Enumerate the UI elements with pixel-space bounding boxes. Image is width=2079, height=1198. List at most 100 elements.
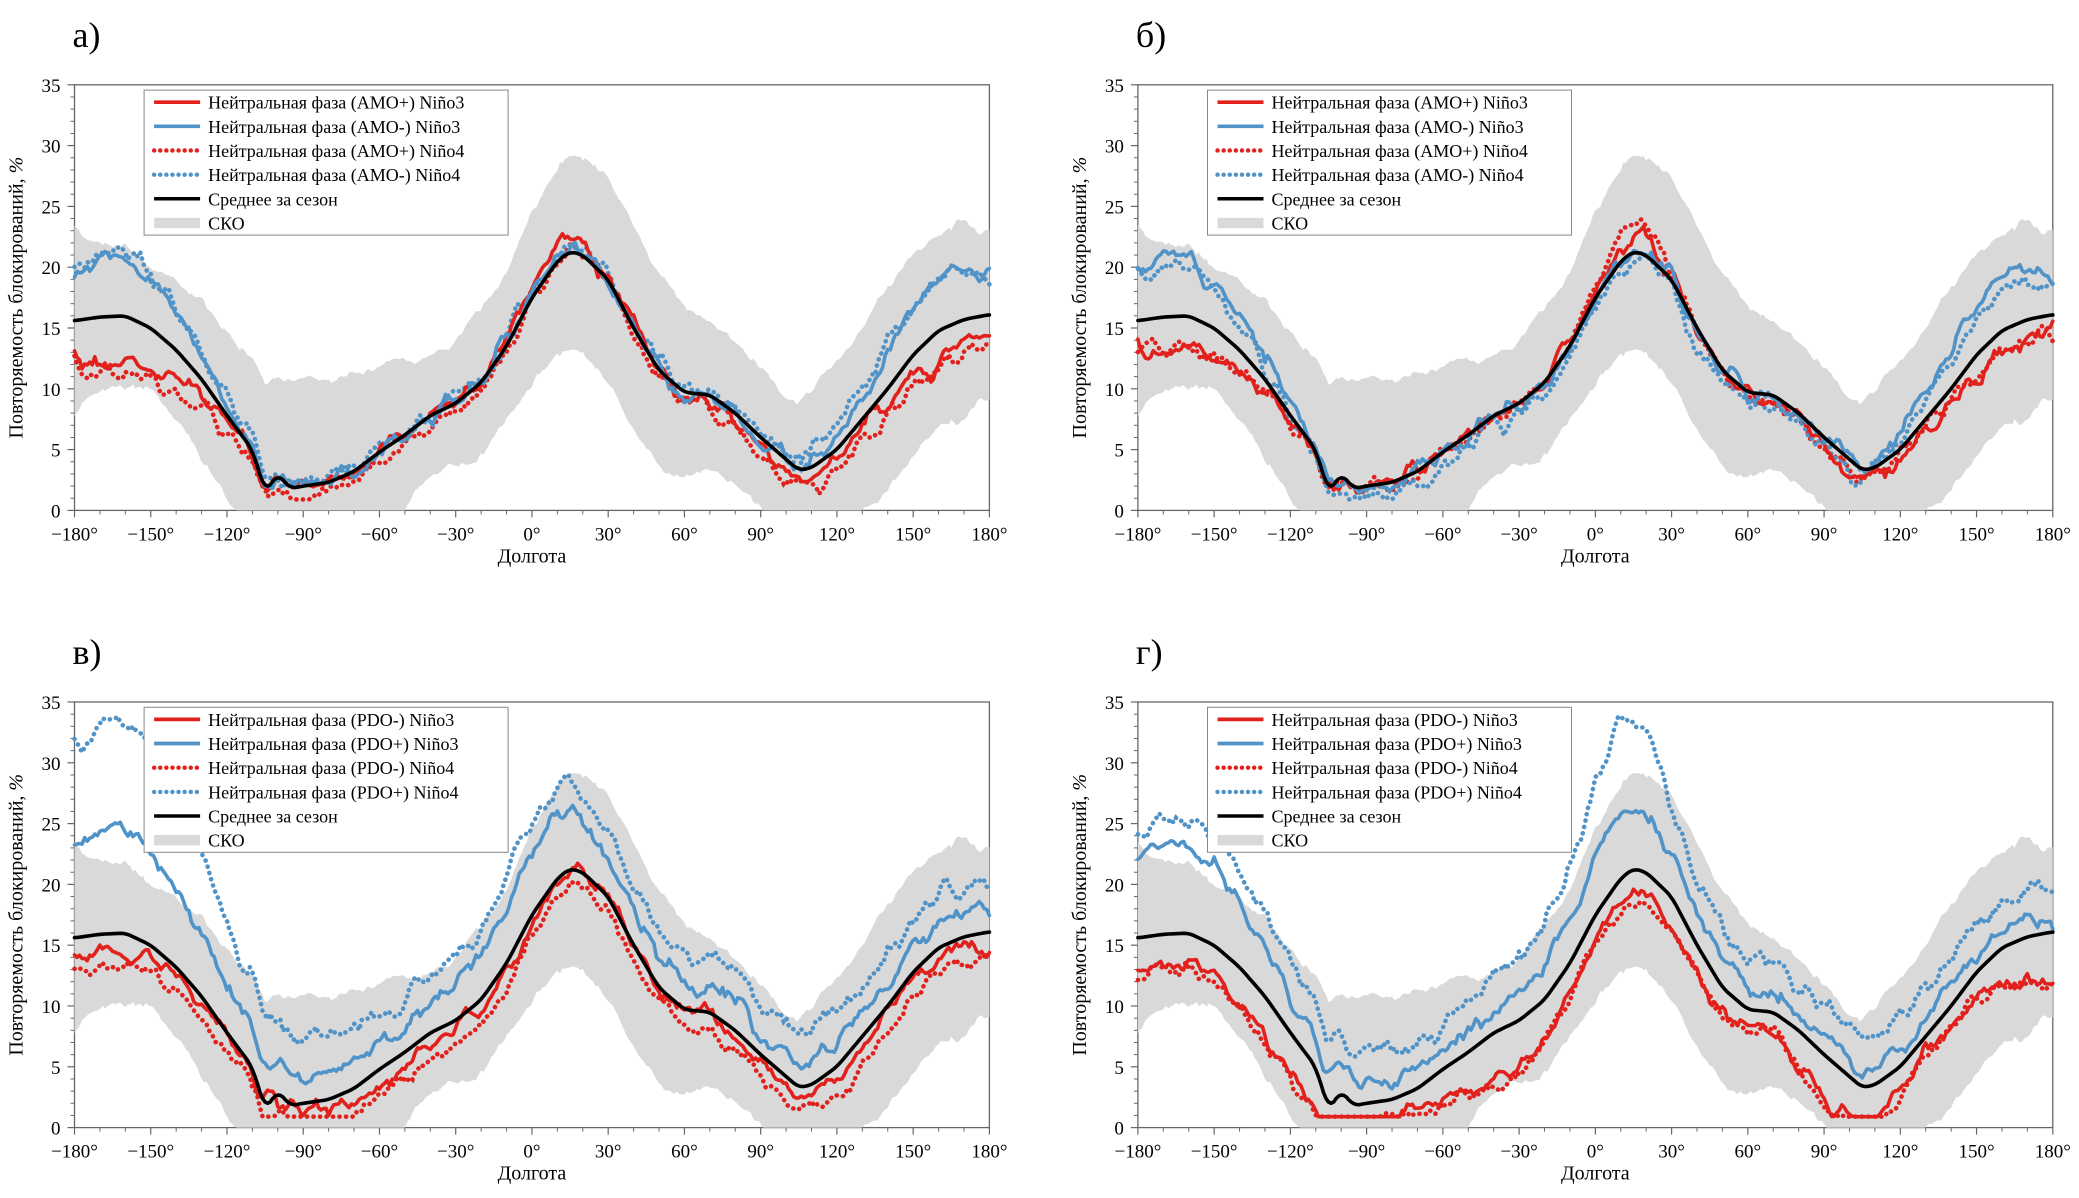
svg-text:б): б) <box>1136 15 1166 55</box>
svg-text:5: 5 <box>1114 1058 1124 1079</box>
svg-text:90°: 90° <box>747 524 774 545</box>
svg-text:5: 5 <box>51 1058 61 1079</box>
svg-text:30°: 30° <box>595 1142 622 1163</box>
svg-text:Долгота: Долгота <box>498 545 567 567</box>
svg-text:Нейтральная фаза (AMO-) Niño4: Нейтральная фаза (AMO-) Niño4 <box>1272 165 1524 186</box>
svg-text:0°: 0° <box>1587 1142 1604 1163</box>
svg-text:−180°: −180° <box>1114 524 1161 545</box>
svg-text:30: 30 <box>1105 754 1124 775</box>
svg-text:30°: 30° <box>595 524 622 545</box>
svg-text:−90°: −90° <box>1348 1142 1385 1163</box>
svg-text:−30°: −30° <box>437 1142 474 1163</box>
svg-text:−150°: −150° <box>1191 524 1238 545</box>
svg-text:−60°: −60° <box>361 1142 398 1163</box>
svg-text:Нейтральная фаза (AMO+) Niño4: Нейтральная фаза (AMO+) Niño4 <box>208 141 464 162</box>
svg-text:СКО: СКО <box>208 214 245 234</box>
svg-text:Нейтральная фаза (AMO+) Niño3: Нейтральная фаза (AMO+) Niño3 <box>208 93 464 114</box>
svg-text:Нейтральная фаза (PDO+) Niño3: Нейтральная фаза (PDO+) Niño3 <box>1272 734 1522 755</box>
svg-text:120°: 120° <box>1882 524 1918 545</box>
svg-text:20: 20 <box>42 258 61 279</box>
svg-text:Долгота: Долгота <box>498 1163 567 1185</box>
svg-text:Повторяемость блокирований, %: Повторяемость блокирований, % <box>1069 774 1091 1056</box>
svg-text:30°: 30° <box>1658 1142 1685 1163</box>
svg-text:Среднее за сезон: Среднее за сезон <box>208 807 338 827</box>
svg-text:Повторяемость блокирований, %: Повторяемость блокирований, % <box>6 774 28 1056</box>
svg-text:−90°: −90° <box>285 524 322 545</box>
svg-text:150°: 150° <box>895 524 931 545</box>
svg-text:СКО: СКО <box>1272 831 1309 851</box>
svg-text:35: 35 <box>42 693 61 714</box>
svg-text:Нейтральная фаза (AMO-) Niño4: Нейтральная фаза (AMO-) Niño4 <box>208 165 460 186</box>
svg-text:15: 15 <box>1105 936 1124 957</box>
svg-text:10: 10 <box>1105 380 1124 401</box>
svg-text:Нейтральная фаза (PDO-) Niño4: Нейтральная фаза (PDO-) Niño4 <box>208 758 454 779</box>
svg-text:Нейтральная фаза (AMO-) Niño3: Нейтральная фаза (AMO-) Niño3 <box>1272 117 1524 138</box>
svg-text:−180°: −180° <box>1114 1142 1161 1163</box>
svg-text:0: 0 <box>51 501 61 522</box>
svg-text:Нейтральная фаза (AMO+) Niño4: Нейтральная фаза (AMO+) Niño4 <box>1272 141 1528 162</box>
svg-text:Нейтральная фаза (PDO+) Niño4: Нейтральная фаза (PDO+) Niño4 <box>1272 782 1522 803</box>
svg-text:25: 25 <box>42 815 61 836</box>
svg-text:−180°: −180° <box>51 1142 98 1163</box>
svg-text:120°: 120° <box>819 1142 855 1163</box>
svg-text:15: 15 <box>42 936 61 957</box>
svg-text:180°: 180° <box>2035 1142 2071 1163</box>
svg-text:25: 25 <box>42 197 61 218</box>
svg-text:Повторяемость блокирований, %: Повторяемость блокирований, % <box>6 157 28 439</box>
svg-text:−60°: −60° <box>361 524 398 545</box>
svg-text:35: 35 <box>1105 76 1124 97</box>
svg-text:−120°: −120° <box>204 1142 251 1163</box>
svg-text:Нейтральная фаза (PDO+) Niño4: Нейтральная фаза (PDO+) Niño4 <box>208 782 458 803</box>
svg-text:0°: 0° <box>523 1142 540 1163</box>
svg-text:120°: 120° <box>1882 1142 1918 1163</box>
svg-text:60°: 60° <box>1735 1142 1762 1163</box>
svg-text:30: 30 <box>42 754 61 775</box>
svg-text:Среднее за сезон: Среднее за сезон <box>1272 807 1402 827</box>
svg-text:60°: 60° <box>671 1142 698 1163</box>
svg-text:120°: 120° <box>819 524 855 545</box>
svg-text:25: 25 <box>1105 815 1124 836</box>
svg-text:25: 25 <box>1105 197 1124 218</box>
svg-text:180°: 180° <box>971 1142 1007 1163</box>
svg-text:60°: 60° <box>1735 524 1762 545</box>
svg-text:150°: 150° <box>1959 524 1995 545</box>
svg-text:30°: 30° <box>1658 524 1685 545</box>
svg-text:в): в) <box>73 632 102 672</box>
svg-text:а): а) <box>73 15 101 55</box>
svg-text:150°: 150° <box>895 1142 931 1163</box>
svg-text:Среднее за сезон: Среднее за сезон <box>208 189 338 209</box>
svg-text:150°: 150° <box>1959 1142 1995 1163</box>
svg-text:−30°: −30° <box>437 524 474 545</box>
svg-text:−120°: −120° <box>204 524 251 545</box>
svg-text:Нейтральная фаза (PDO+) Niño3: Нейтральная фаза (PDO+) Niño3 <box>208 734 458 755</box>
svg-text:30: 30 <box>1105 137 1124 158</box>
svg-text:15: 15 <box>1105 319 1124 340</box>
svg-text:90°: 90° <box>747 1142 774 1163</box>
svg-text:0: 0 <box>51 1119 61 1140</box>
svg-text:35: 35 <box>42 76 61 97</box>
svg-text:180°: 180° <box>971 524 1007 545</box>
svg-text:Нейтральная фаза (PDO-) Niño4: Нейтральная фаза (PDO-) Niño4 <box>1272 758 1518 779</box>
svg-text:10: 10 <box>42 380 61 401</box>
svg-text:−30°: −30° <box>1500 524 1537 545</box>
svg-text:30: 30 <box>42 137 61 158</box>
svg-text:10: 10 <box>1105 997 1124 1018</box>
svg-text:−30°: −30° <box>1500 1142 1537 1163</box>
svg-text:−180°: −180° <box>51 524 98 545</box>
svg-text:5: 5 <box>1114 441 1124 462</box>
svg-text:0°: 0° <box>1587 524 1604 545</box>
svg-text:Долгота: Долгота <box>1561 1163 1630 1185</box>
svg-text:−60°: −60° <box>1424 1142 1461 1163</box>
svg-text:35: 35 <box>1105 693 1124 714</box>
svg-text:−90°: −90° <box>285 1142 322 1163</box>
svg-text:Нейтральная фаза (AMO-) Niño3: Нейтральная фаза (AMO-) Niño3 <box>208 117 460 138</box>
svg-text:СКО: СКО <box>1272 214 1309 234</box>
svg-text:5: 5 <box>51 441 61 462</box>
svg-text:Нейтральная фаза (PDO-) Niño3: Нейтральная фаза (PDO-) Niño3 <box>1272 710 1518 731</box>
svg-text:−150°: −150° <box>127 1142 174 1163</box>
svg-text:90°: 90° <box>1811 1142 1838 1163</box>
svg-text:20: 20 <box>1105 875 1124 896</box>
svg-text:20: 20 <box>42 875 61 896</box>
svg-text:−150°: −150° <box>127 524 174 545</box>
svg-text:г): г) <box>1136 632 1163 672</box>
